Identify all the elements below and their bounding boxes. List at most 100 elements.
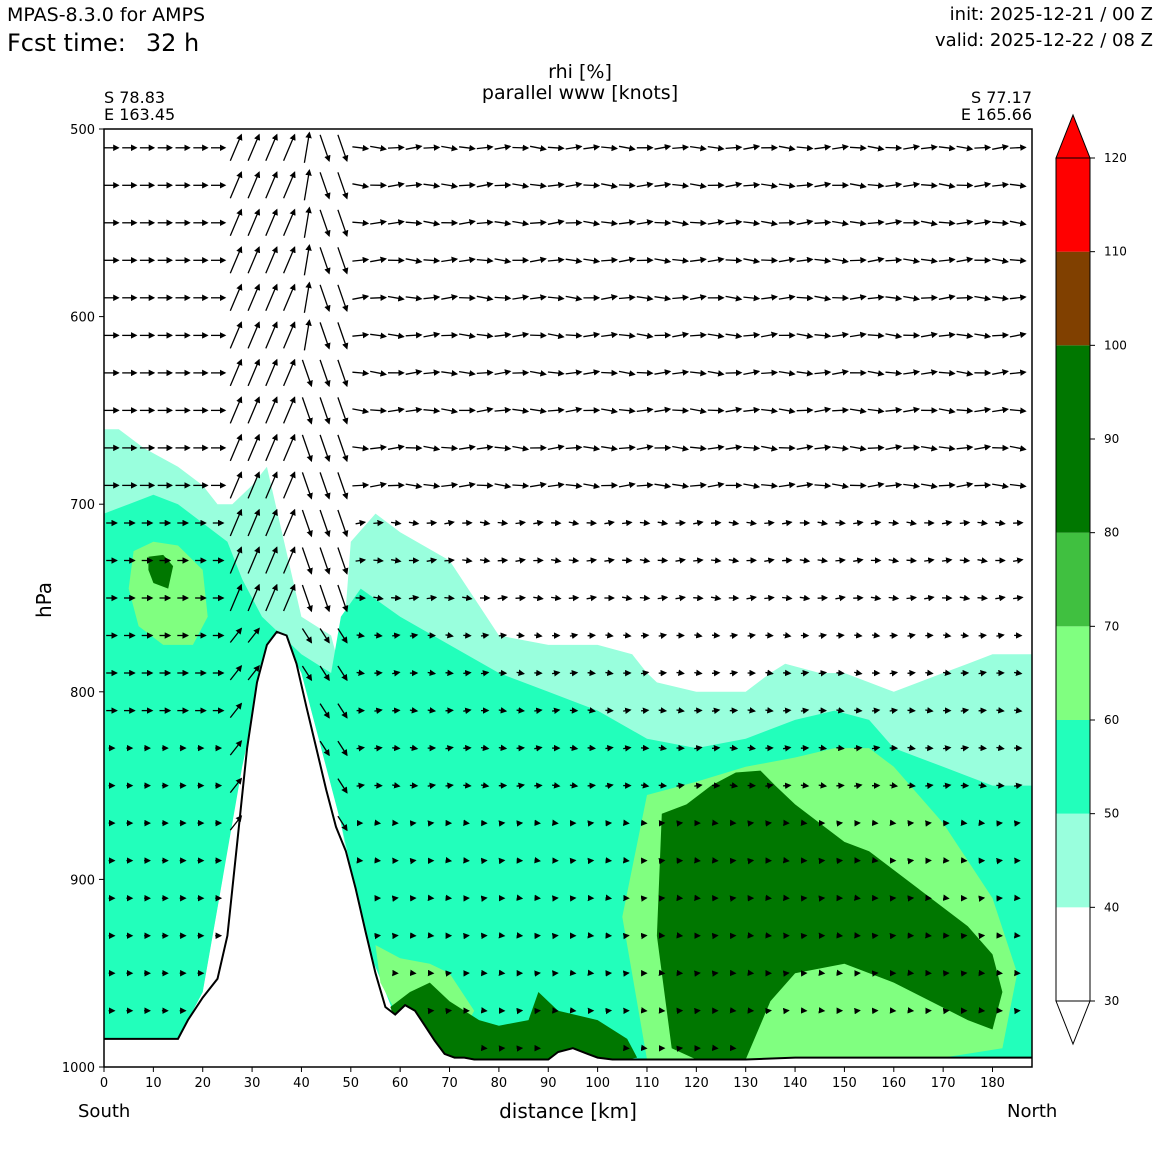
wind-arrow-476 xyxy=(247,471,261,499)
wind-arrow-810 xyxy=(783,707,792,714)
wind-arrow-602 xyxy=(639,557,651,564)
wind-arrow-206 xyxy=(992,257,1009,265)
wind-arrow-113 xyxy=(265,208,278,237)
wind-arrow-423 xyxy=(229,433,243,462)
wind-arrow-398 xyxy=(707,407,725,414)
wind-arrow-870 xyxy=(996,744,1005,752)
wind-arrow-403 xyxy=(796,407,814,414)
wind-arrow-814 xyxy=(854,707,863,714)
wind-arrow-119 xyxy=(370,219,387,226)
y-tick-label-800: 800 xyxy=(70,686,95,701)
wind-arrow-355 xyxy=(867,370,885,377)
wind-arrow-303 xyxy=(867,332,885,339)
wind-arrow-555 xyxy=(728,519,740,527)
wind-arrow-513 xyxy=(903,482,921,490)
wind-arrow-128 xyxy=(530,219,547,226)
wind-arrow-12 xyxy=(319,134,331,163)
wind-arrow-485 xyxy=(405,482,423,490)
wind-arrow-722 xyxy=(960,632,970,639)
wind-arrow-837 xyxy=(409,744,419,752)
terrain-mask xyxy=(104,631,1032,1067)
wind-arrow-591 xyxy=(444,557,455,564)
wind-arrow-761 xyxy=(765,669,774,677)
rhi-fill-layer xyxy=(104,429,1032,1060)
wind-arrow-673 xyxy=(977,594,988,602)
wind-arrow-601 xyxy=(622,557,633,564)
wind-arrow-9 xyxy=(265,133,278,162)
wind-arrow-647 xyxy=(515,594,526,602)
wind-arrow-72 xyxy=(459,181,476,189)
wind-arrow-122 xyxy=(423,220,441,227)
wind-arrow-459 xyxy=(867,444,885,452)
x-tick-label-20: 20 xyxy=(194,1076,211,1091)
wind-arrow-795 xyxy=(516,707,525,714)
wind-arrow-11 xyxy=(303,131,312,163)
wind-arrow-396 xyxy=(672,407,690,414)
wind-arrow-385 xyxy=(476,406,494,414)
wind-arrow-139 xyxy=(725,219,743,226)
wind-arrow-372 xyxy=(247,396,261,424)
wind-arrow-129 xyxy=(547,219,565,226)
wind-arrow-98 xyxy=(921,182,938,189)
wind-arrow-102 xyxy=(992,181,1009,189)
wind-arrow-43 xyxy=(867,145,885,152)
wind-arrow-508 xyxy=(814,482,832,489)
wind-arrow-42 xyxy=(849,144,867,152)
wind-arrow-836 xyxy=(392,744,401,752)
wind-arrow-245 xyxy=(761,294,778,301)
wind-arrow-702 xyxy=(605,632,614,639)
wind-arrow-411 xyxy=(938,407,956,415)
wind-arrow-383 xyxy=(441,407,459,415)
wind-arrow-201 xyxy=(903,257,921,264)
wind-arrow-823 xyxy=(1014,707,1023,714)
wind-arrow-414 xyxy=(992,406,1009,414)
wind-arrow-246 xyxy=(778,294,796,301)
wind-arrow-339 xyxy=(583,369,601,376)
wind-arrow-83 xyxy=(654,181,672,189)
wind-arrow-519 xyxy=(1009,482,1027,489)
wind-arrow-181 xyxy=(547,256,565,264)
wind-arrow-907 xyxy=(818,782,828,789)
wind-arrow-655 xyxy=(657,594,669,602)
wind-arrow-280 xyxy=(458,332,476,340)
wind-arrow-610 xyxy=(782,557,793,564)
wind-arrow-286 xyxy=(565,332,583,339)
wind-arrow-406 xyxy=(849,407,867,415)
wind-arrow-388 xyxy=(530,407,547,415)
wind-arrow-796 xyxy=(534,707,543,714)
wind-arrow-138 xyxy=(707,219,725,226)
wind-arrow-546 xyxy=(568,519,580,527)
wind-arrow-842 xyxy=(498,744,508,752)
wind-arrow-151 xyxy=(938,219,956,227)
forecast-time: Fcst time: 32 h xyxy=(7,29,199,57)
wind-arrow-703 xyxy=(623,632,632,639)
chart-title: rhi [%] xyxy=(548,61,612,83)
wind-arrow-475 xyxy=(229,471,243,499)
wind-arrow-445 xyxy=(618,444,636,451)
wind-arrow-505 xyxy=(761,482,778,489)
wind-arrow-904 xyxy=(765,782,774,790)
wind-arrow-178 xyxy=(494,257,512,265)
wind-arrow-192 xyxy=(743,257,761,265)
init-time: init: 2025-12-21 / 00 Z xyxy=(949,4,1153,25)
wind-arrow-189 xyxy=(690,256,707,264)
wind-arrow-353 xyxy=(832,369,849,376)
wind-arrow-118 xyxy=(352,219,370,227)
wind-arrow-771 xyxy=(943,669,952,676)
wind-arrow-338 xyxy=(565,369,583,376)
wind-arrow-462 xyxy=(920,445,938,452)
wind-arrow-216 xyxy=(247,283,261,312)
wind-arrow-478 xyxy=(283,471,296,499)
wind-arrow-911 xyxy=(889,782,899,789)
wind-arrow-528 xyxy=(247,508,261,537)
wind-arrow-752 xyxy=(605,669,614,677)
wind-arrow-70 xyxy=(423,182,441,189)
wind-arrow-layer xyxy=(104,131,1027,1052)
wind-arrow-639 xyxy=(373,594,384,602)
wind-arrow-887 xyxy=(463,782,472,789)
wind-arrow-428 xyxy=(319,434,331,463)
wind-arrow-790 xyxy=(427,707,437,714)
wind-arrow-441 xyxy=(547,444,565,451)
wind-arrow-506 xyxy=(778,481,796,489)
wind-arrow-1045 xyxy=(854,894,861,901)
